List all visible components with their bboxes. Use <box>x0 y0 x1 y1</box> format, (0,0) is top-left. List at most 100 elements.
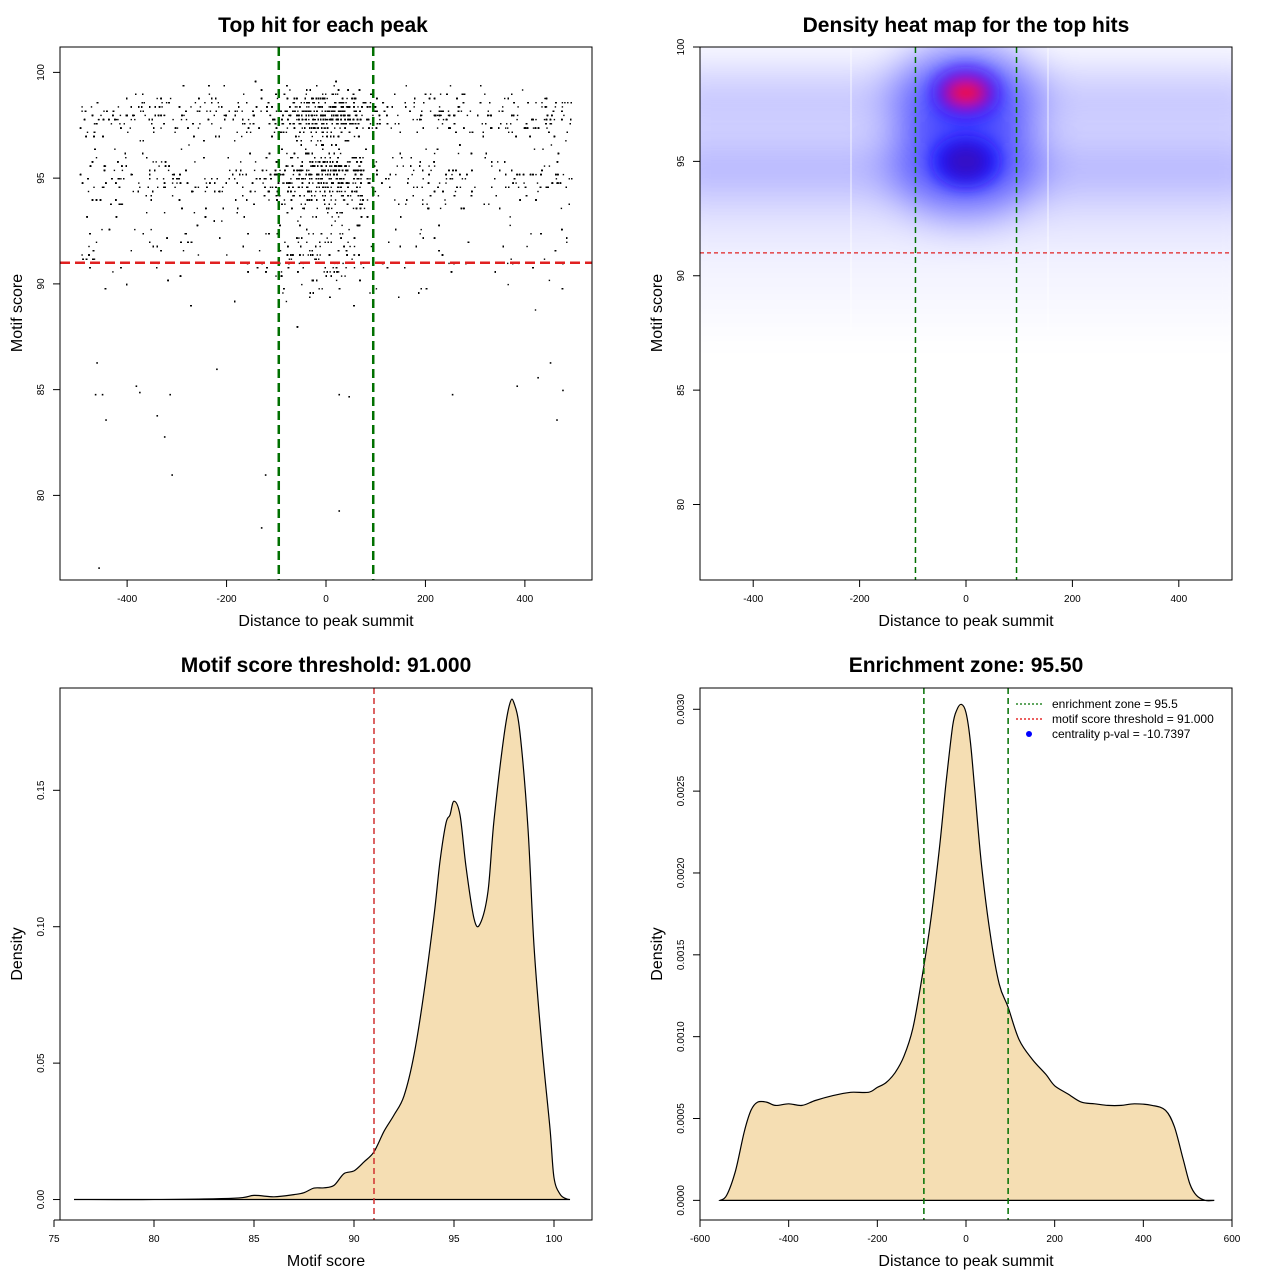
scatter-point <box>340 195 343 197</box>
scatter-point <box>447 114 450 117</box>
scatter-point <box>330 165 332 167</box>
scatter-point <box>253 169 256 172</box>
scatter-point <box>448 262 450 265</box>
scatter-point <box>362 127 364 129</box>
scatter-point <box>308 106 310 108</box>
scatter-point <box>258 250 261 252</box>
scatter-point <box>196 110 199 112</box>
scatter-point <box>422 178 424 180</box>
scatter-point <box>206 110 208 112</box>
scatter-point <box>301 127 303 129</box>
scatter-point <box>438 182 441 184</box>
scatter-point <box>396 165 398 167</box>
scatter-point <box>340 190 343 193</box>
scatter-point <box>330 233 332 235</box>
scatter-point <box>234 178 236 180</box>
scatter-point <box>293 102 296 104</box>
scatter-point <box>297 157 299 159</box>
scatter-point <box>322 135 324 138</box>
scatter-point <box>88 245 90 248</box>
scatter-point <box>354 114 357 117</box>
scatter-point <box>133 114 135 117</box>
scatter-point <box>379 118 381 121</box>
scatter-point <box>351 199 353 201</box>
scatter-point <box>372 114 374 117</box>
scatter-point <box>421 186 423 188</box>
scatter-point <box>322 93 324 95</box>
scatter-point <box>564 102 566 104</box>
scatter-point <box>171 195 174 197</box>
scatter-point <box>416 118 418 121</box>
scatter-point <box>265 178 267 180</box>
scatter-point <box>190 106 192 108</box>
scatter-point <box>339 102 342 104</box>
scatter-point <box>310 165 312 167</box>
scatter-point <box>180 118 183 121</box>
scatter-point <box>286 152 288 155</box>
scatter-point <box>334 220 336 222</box>
scatter-point <box>346 97 348 100</box>
scatter-point <box>313 118 315 121</box>
scatter-point <box>469 110 472 112</box>
scatter-point <box>306 106 308 108</box>
scatter-point <box>430 169 432 172</box>
scatter-point <box>337 271 340 273</box>
scatter-point <box>361 173 363 176</box>
scatter-point <box>343 199 345 201</box>
scatter-point <box>521 89 524 91</box>
scatter-point <box>402 165 404 167</box>
scatter-point <box>444 199 446 201</box>
scatter-point <box>459 186 462 188</box>
scatter-point <box>312 216 314 218</box>
scatter-point <box>315 161 317 163</box>
scatter-point <box>334 127 336 129</box>
scatter-point <box>516 118 518 121</box>
scatter-point <box>326 182 328 184</box>
scatter-point <box>359 169 361 172</box>
scatter-point <box>447 110 450 112</box>
scatter-point <box>548 279 551 282</box>
scatter-point <box>488 203 490 205</box>
scatter-point <box>300 203 302 205</box>
scatter-point <box>436 114 439 117</box>
scatter-point <box>121 203 124 205</box>
scatter-point <box>451 173 453 176</box>
scatter-point <box>318 182 320 184</box>
scatter-point <box>269 114 271 117</box>
scatter-point <box>312 233 314 235</box>
scatter-point <box>171 173 174 176</box>
scatter-point <box>193 212 196 214</box>
scatter-point <box>369 102 372 104</box>
scatter-point <box>158 165 160 167</box>
scatter-title: Top hit for each peak <box>218 14 428 37</box>
scatter-point <box>347 241 349 243</box>
scatter-point <box>366 199 369 201</box>
scatter-point <box>318 258 320 260</box>
scatter-point <box>530 233 532 235</box>
scatter-point <box>192 190 194 193</box>
scatter-panel: Top hit for each peak -400 -200 0 200 400 80… <box>9 14 593 630</box>
scatter-point <box>338 182 341 184</box>
scatter-point <box>208 93 211 95</box>
scatter-point <box>297 169 300 172</box>
scatter-point <box>377 195 380 197</box>
scatter-point <box>309 161 311 163</box>
scatter-point <box>445 182 447 184</box>
scatter-point <box>308 169 310 172</box>
scatter-point <box>328 106 330 108</box>
scatter-point <box>297 114 299 117</box>
scatter-point <box>152 161 154 163</box>
scatter-point <box>349 245 351 248</box>
scatter-point <box>474 186 476 188</box>
scatter-point <box>333 85 335 87</box>
scatter-point <box>344 275 346 277</box>
scatter-point <box>165 102 168 104</box>
scatter-point <box>294 106 297 108</box>
scatter-point <box>567 102 569 104</box>
scatter-point <box>390 127 392 129</box>
scatter-point <box>326 97 328 100</box>
scatter-point <box>110 123 113 125</box>
scatter-point <box>444 203 447 205</box>
scatter-point <box>361 114 363 117</box>
